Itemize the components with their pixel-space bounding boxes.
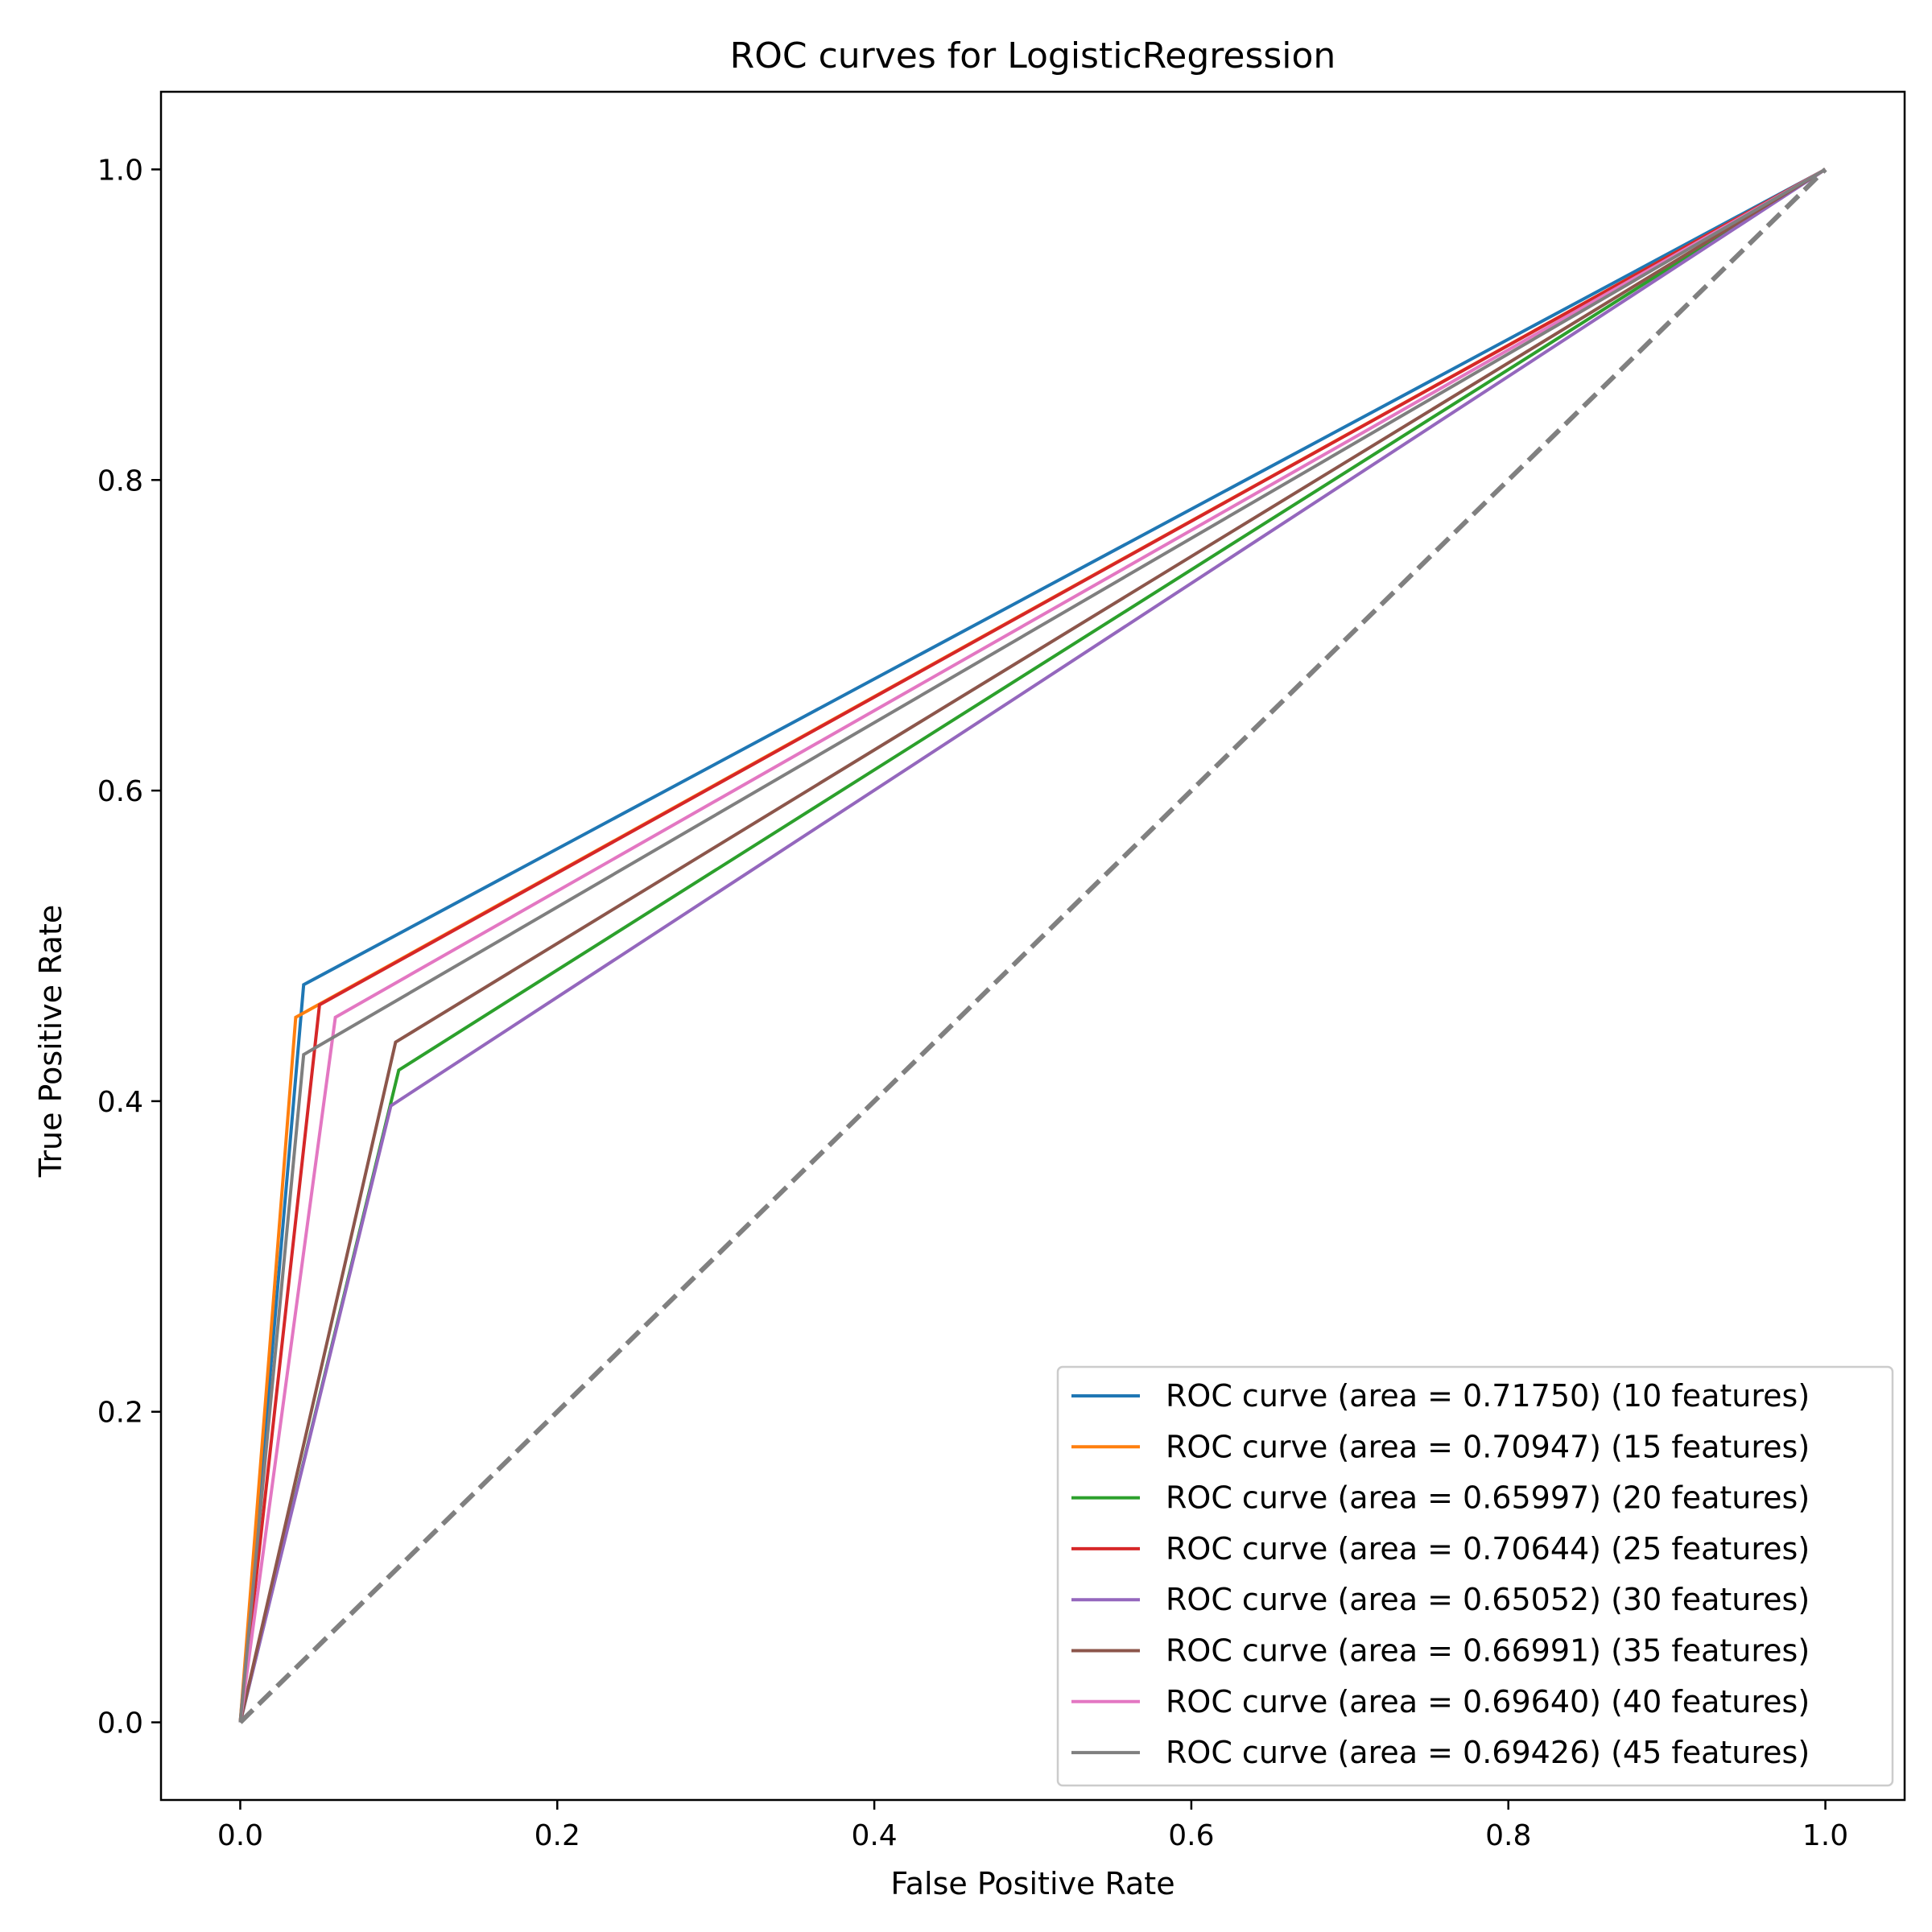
legend-label-2: ROC curve (area = 0.70947) (15 features) [1166,1429,1810,1464]
x-tick-label: 0.4 [851,1819,897,1852]
legend: ROC curve (area = 0.71750) (10 features)… [1056,1365,1894,1787]
y-axis-label: True Positive Rate [33,905,68,1179]
legend-label-1: ROC curve (area = 0.71750) (10 features) [1166,1378,1810,1414]
series-line-4 [238,167,1827,1723]
plot-area [159,90,1906,1802]
y-tick-label: 0.6 [97,775,143,808]
series-line-1 [238,167,1827,1723]
legend-label-4: ROC curve (area = 0.70644) (25 features) [1166,1531,1810,1567]
x-tick-label: 0.2 [535,1819,580,1852]
y-tick-label: 0.0 [97,1707,143,1740]
x-axis-label: False Positive Rate [890,1866,1174,1901]
y-axis-ticks: 0.0 0.2 0.4 0.6 0.8 1.0 [97,154,161,1740]
series-line-8 [238,167,1827,1723]
chart-title: ROC curves for LogisticRegression [730,35,1336,76]
y-tick-label: 0.4 [97,1086,143,1119]
series-line-7 [238,167,1827,1723]
series-line-6 [238,167,1827,1723]
chance-line [238,167,1827,1724]
series-line-5 [238,167,1827,1724]
y-tick-label: 0.2 [97,1397,143,1430]
legend-label-5: ROC curve (area = 0.65052) (30 features) [1166,1582,1810,1617]
x-tick-label: 0.8 [1485,1819,1531,1852]
y-tick-label: 0.8 [97,464,143,497]
x-tick-label: 0.0 [217,1819,263,1852]
x-tick-label: 0.6 [1168,1819,1214,1852]
axes-frame [159,90,1906,1802]
legend-box [1056,1365,1894,1787]
y-tick-label: 1.0 [97,154,143,187]
legend-label-8: ROC curve (area = 0.69426) (45 features) [1166,1735,1810,1770]
legend-label-6: ROC curve (area = 0.66991) (35 features) [1166,1633,1810,1669]
legend-label-3: ROC curve (area = 0.65997) (20 features) [1166,1480,1810,1516]
x-axis-ticks: 0.0 0.2 0.4 0.6 0.8 1.0 [217,1800,1848,1852]
legend-label-7: ROC curve (area = 0.69640) (40 features) [1166,1684,1810,1719]
x-tick-label: 1.0 [1802,1819,1848,1852]
